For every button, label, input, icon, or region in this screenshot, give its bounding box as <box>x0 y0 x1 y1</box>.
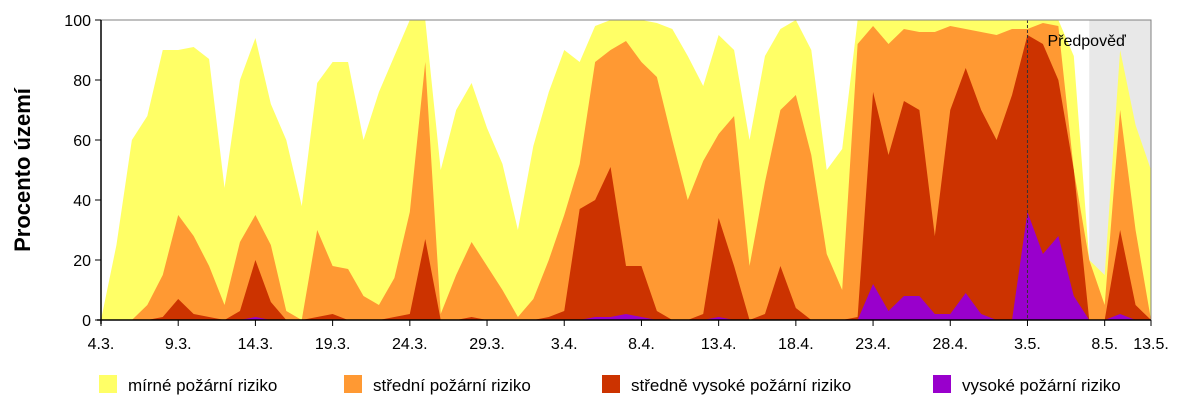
x-tick-label: 23.4. <box>855 336 891 353</box>
x-tick-label: 29.3. <box>469 336 505 353</box>
legend-swatch-2 <box>602 375 620 393</box>
x-tick-label: 3.5. <box>1014 336 1041 353</box>
x-tick-label: 19.3. <box>315 336 351 353</box>
y-tick-label: 60 <box>73 133 91 150</box>
legend-entry-1: střední požární riziko <box>373 376 531 395</box>
x-tick-label: 14.3. <box>238 336 274 353</box>
y-tick-label: 0 <box>82 313 91 330</box>
x-tick-label: 4.3. <box>88 336 115 353</box>
y-tick-label: 100 <box>64 13 91 30</box>
x-tick-label: 3.4. <box>551 336 578 353</box>
y-tick-label: 40 <box>73 193 91 210</box>
series-area-3 <box>101 212 1151 320</box>
legend-swatch-3 <box>933 375 951 393</box>
x-tick-label: 18.4. <box>778 336 814 353</box>
x-tick-label: 13.5. <box>1133 336 1169 353</box>
legend-swatch-0 <box>99 375 117 393</box>
series-area-2 <box>101 35 1151 320</box>
x-tick-label: 24.3. <box>392 336 428 353</box>
x-tick-label: 28.4. <box>932 336 968 353</box>
y-axis-title: Procento území <box>10 87 35 252</box>
forecast-label: Předpověď <box>1047 33 1125 50</box>
x-tick-label: 9.3. <box>165 336 192 353</box>
legend-entry-0: mírné požární riziko <box>128 376 277 395</box>
x-tick-label: 13.4. <box>701 336 737 353</box>
legend-entry-2: středně vysoké požární riziko <box>631 376 851 395</box>
y-tick-label: 20 <box>73 253 91 270</box>
legend-entry-3: vysoké požární riziko <box>962 376 1121 395</box>
x-tick-label: 8.5. <box>1091 336 1118 353</box>
y-tick-label: 80 <box>73 73 91 90</box>
legend-swatch-1 <box>344 375 362 393</box>
x-tick-label: 8.4. <box>628 336 655 353</box>
